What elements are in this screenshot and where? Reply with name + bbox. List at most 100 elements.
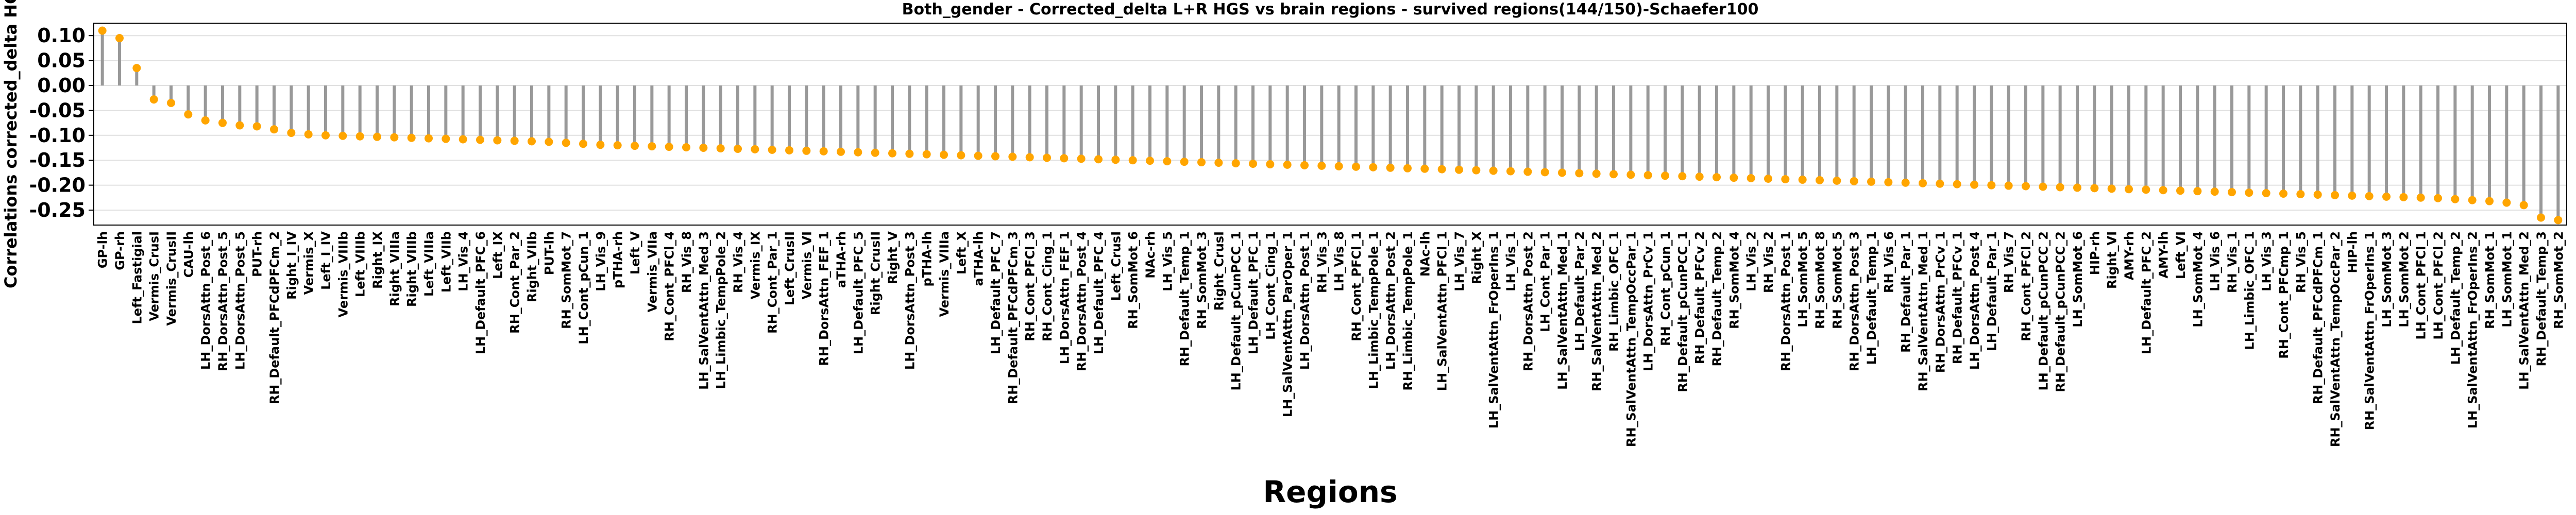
x-tick-label: LH_Vis_7	[1452, 231, 1467, 291]
x-tick-label: RH_Vis_2	[1761, 231, 1776, 293]
marker	[2434, 194, 2442, 202]
x-tick-label: LH_Limbic_OFC_1	[2242, 231, 2257, 350]
x-tick-label: NAc-rh	[1143, 231, 1158, 279]
marker	[1300, 161, 1309, 169]
plot-frame	[93, 23, 2567, 226]
x-tick-label: RH_Cont_Cing_1	[1040, 231, 1055, 341]
marker	[2313, 190, 2322, 199]
marker	[871, 148, 879, 157]
x-tick-label: aTHA-lh	[972, 231, 986, 286]
x-tick-label: LH_Cont_PFCl_2	[2431, 231, 2446, 340]
marker	[837, 147, 845, 156]
marker	[562, 139, 570, 147]
x-tick-label: RH_Default_pCunPCC_2	[2054, 231, 2068, 392]
marker	[1987, 181, 1996, 190]
marker	[373, 132, 381, 141]
x-tick-label: RH_Cont_PFCl_1	[1349, 231, 1364, 341]
x-tick-label: LH_Cont_PFCl_1	[2414, 231, 2429, 340]
marker	[957, 151, 965, 160]
marker	[579, 140, 587, 148]
marker	[1850, 177, 1858, 185]
marker	[785, 146, 793, 154]
x-tick-label: LH_DorsAttn_Post_6	[199, 231, 213, 370]
marker	[2073, 183, 2081, 192]
x-tick-label: RH_Default_pCunPCC_1	[1675, 231, 1690, 392]
marker	[2279, 190, 2287, 198]
x-tick-label: Left_X	[954, 231, 969, 274]
x-tick-label: RH_Vis_6	[1882, 231, 1896, 293]
marker	[682, 143, 690, 152]
y-tick-label: 0.10	[37, 24, 86, 47]
x-tick-label: RH_Cont_Par_2	[508, 231, 522, 334]
x-tick-label: pTHA-rh	[611, 231, 625, 288]
marker	[734, 144, 742, 153]
marker	[2502, 198, 2511, 207]
x-tick-label: RH_Cont_pCun_1	[1658, 231, 1673, 346]
marker	[442, 134, 450, 143]
x-tick-label: AMY-rh	[2122, 231, 2137, 280]
x-tick-label: RH_Default_PFCdPFCm_2	[267, 231, 282, 404]
x-tick-label: LH_SomMot_3	[2380, 231, 2394, 328]
x-tick-label: RH_Cont_Par_1	[766, 231, 780, 334]
marker	[699, 143, 708, 152]
x-tick-label: LH_Default_PFC_7	[989, 231, 1003, 354]
x-tick-label: RH_Cont_PFCl_3	[1023, 231, 1038, 341]
x-tick-label: RH_SalVentAttn_TempOccPar_2	[2328, 231, 2343, 447]
marker	[768, 145, 776, 154]
marker	[407, 133, 416, 142]
marker	[1540, 168, 1549, 177]
marker	[510, 136, 519, 145]
x-tick-label: Right_X	[1469, 231, 1484, 284]
x-tick-label: RH_DorsAttn_Post_3	[1848, 231, 1862, 371]
x-tick-label: NAc-lh	[1418, 231, 1432, 277]
marker	[1197, 158, 1206, 167]
marker	[1695, 173, 1704, 181]
marker	[167, 98, 175, 107]
marker	[1626, 170, 1635, 179]
marker	[1043, 153, 1051, 162]
y-tick-label: -0.10	[29, 124, 86, 147]
x-tick-label: GP-rh	[113, 231, 127, 270]
marker	[1558, 168, 1566, 177]
marker	[459, 135, 467, 144]
marker	[2193, 187, 2202, 196]
x-tick-label: Vermis_X	[302, 231, 316, 295]
x-tick-label: RH_SomMot_7	[560, 231, 574, 329]
marker	[1489, 166, 1498, 175]
x-tick-label: Vermis_VIIa	[645, 231, 659, 313]
y-tick-label: -0.20	[29, 174, 86, 197]
x-tick-label: LH_SomMot_5	[1796, 231, 1810, 328]
marker	[1369, 163, 1378, 171]
x-tick-label: Right_CrusI	[1212, 231, 1226, 311]
x-tick-label: RH_DorsAttn_Post_1	[1778, 231, 1793, 371]
x-tick-label: LH_Default_Temp_1	[1865, 231, 1879, 365]
x-tick-label: LH_Default_PFC_6	[473, 231, 488, 354]
x-axis-label: Regions	[1263, 474, 1397, 509]
marker	[1730, 174, 1738, 182]
x-tick-label: LH_Cont_pCun_1	[577, 231, 591, 345]
marker	[1713, 173, 1721, 182]
marker	[1060, 154, 1069, 163]
marker	[2090, 184, 2099, 193]
x-tick-label: LH_SalVentAttn_Med_2	[2517, 231, 2532, 390]
y-tick-label: 0.00	[37, 74, 86, 97]
x-tick-label: RH_Default_PFCv_1	[1951, 231, 1965, 364]
marker	[1816, 176, 1824, 184]
marker	[819, 147, 828, 156]
x-tick-label: LH_Cont_Par_1	[1538, 231, 1553, 332]
x-tick-label: LH_Vis_8	[1332, 231, 1347, 291]
x-tick-label: LH_Vis_2	[1744, 231, 1759, 291]
marker	[390, 133, 399, 142]
marker	[270, 125, 278, 134]
marker	[1403, 164, 1412, 173]
x-tick-label: Left_VI	[2174, 231, 2188, 279]
x-tick-label: RH_Default_PFCdPFCm_3	[1006, 231, 1020, 404]
x-tick-label: LH_Vis_3	[2260, 231, 2274, 291]
x-tick-label: RH_Vis_4	[731, 231, 745, 293]
marker	[802, 146, 811, 155]
marker	[940, 150, 948, 159]
y-tick-label: -0.05	[29, 99, 86, 122]
x-tick-label: Left_Fastigial	[130, 231, 144, 324]
x-tick-label: Vermis_CrusI	[147, 231, 162, 321]
marker	[1025, 153, 1034, 162]
